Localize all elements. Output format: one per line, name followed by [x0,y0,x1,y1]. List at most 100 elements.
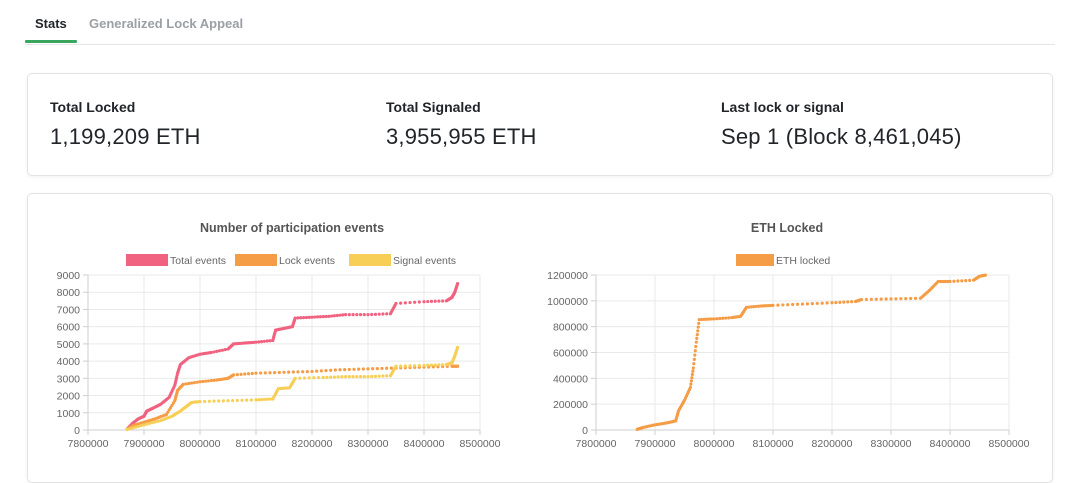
x-tick-label: 7800000 [576,438,617,450]
data-point [718,316,722,321]
data-point [403,301,407,305]
data-point [307,376,311,380]
data-point [302,376,307,380]
data-point [362,375,366,379]
data-point [212,399,216,403]
data-point [441,299,445,303]
data-point [889,297,893,301]
y-tick-label: 800000 [553,322,588,334]
legend-label: Total events [170,255,226,267]
data-point [724,316,728,320]
stat-value: Sep 1 (Block 8,461,045) [721,124,962,149]
data-point [688,385,692,389]
data-point [366,313,370,317]
chart-title: Number of participation events [200,221,384,235]
y-tick-label: 1000000 [547,296,588,308]
data-point [145,422,149,426]
data-point [864,297,869,302]
data-point [257,340,261,344]
tab-generalized-lock-appeal[interactable]: Generalized Lock Appeal [89,16,244,31]
data-point [321,315,325,319]
data-point [964,278,968,283]
data-point [338,368,342,372]
data-point [332,375,336,379]
data-point [956,279,960,283]
data-point [408,300,412,305]
data-point [429,299,434,304]
data-point [259,371,263,375]
data-point [776,303,780,307]
x-tick-label: 8400000 [930,438,971,450]
data-point [192,381,196,385]
data-point [128,427,132,431]
data-point [417,363,421,368]
chart-title: ETH Locked [751,221,823,235]
legend-swatch [126,254,168,266]
data-point [874,297,878,301]
eth-locked-chart: ETH Locked ETH locked 0 200000 400000 600000 8… [547,221,1029,450]
data-point [692,357,696,361]
data-point [340,375,344,379]
data-point [694,344,698,349]
stat-label: Last lock or signal [721,99,844,115]
data-point [164,412,168,417]
x-tick-label: 7800000 [68,438,109,450]
y-tick-label: 8000 [57,287,81,299]
data-point [243,372,247,376]
data-point [695,333,699,337]
data-point [859,297,864,302]
data-point [265,397,269,401]
data-point [341,313,345,317]
data-point [254,340,258,344]
y-tick-label: 200000 [553,399,588,411]
data-point [257,398,261,402]
data-point [426,363,430,367]
x-tick-label: 8200000 [292,438,333,450]
data-point [810,302,814,306]
data-point [373,374,378,378]
data-point [700,317,704,322]
data-point [413,300,417,304]
data-point [223,348,227,352]
data-point [273,370,277,375]
data-point [691,366,695,370]
data-point [417,300,421,304]
data-point [375,366,379,371]
data-point [399,364,403,368]
data-point [842,300,846,304]
data-point [169,406,173,410]
data-point [304,315,308,320]
data-point [413,364,417,368]
data-point [310,369,314,374]
data-point [805,302,810,306]
stat-label: Total Signaled [386,99,481,115]
data-point [316,315,320,319]
stat-value: 3,955,955 ETH [386,124,537,149]
charts-card [27,193,1053,483]
data-point [693,349,697,353]
data-point [456,345,460,349]
data-point [268,397,272,401]
y-tick-label: 600000 [553,348,588,360]
data-point [894,297,898,301]
stat-total-signaled: Total Signaled 3,955,955 ETH [386,99,537,150]
tab-stats[interactable]: Stats [35,16,67,31]
data-point [744,305,749,309]
data-point [696,329,700,333]
data-point [433,299,437,303]
data-point [235,373,239,377]
data-point [209,350,213,355]
data-point [355,375,359,379]
data-point [220,348,224,352]
data-point [207,399,211,403]
data-point [343,367,347,372]
data-point [781,303,785,307]
data-point [324,314,328,319]
data-point [689,379,693,383]
data-point [352,367,356,371]
data-point [362,313,366,317]
data-point [695,336,699,340]
data-point [429,363,434,367]
data-point [371,367,375,371]
data-point [697,317,701,322]
